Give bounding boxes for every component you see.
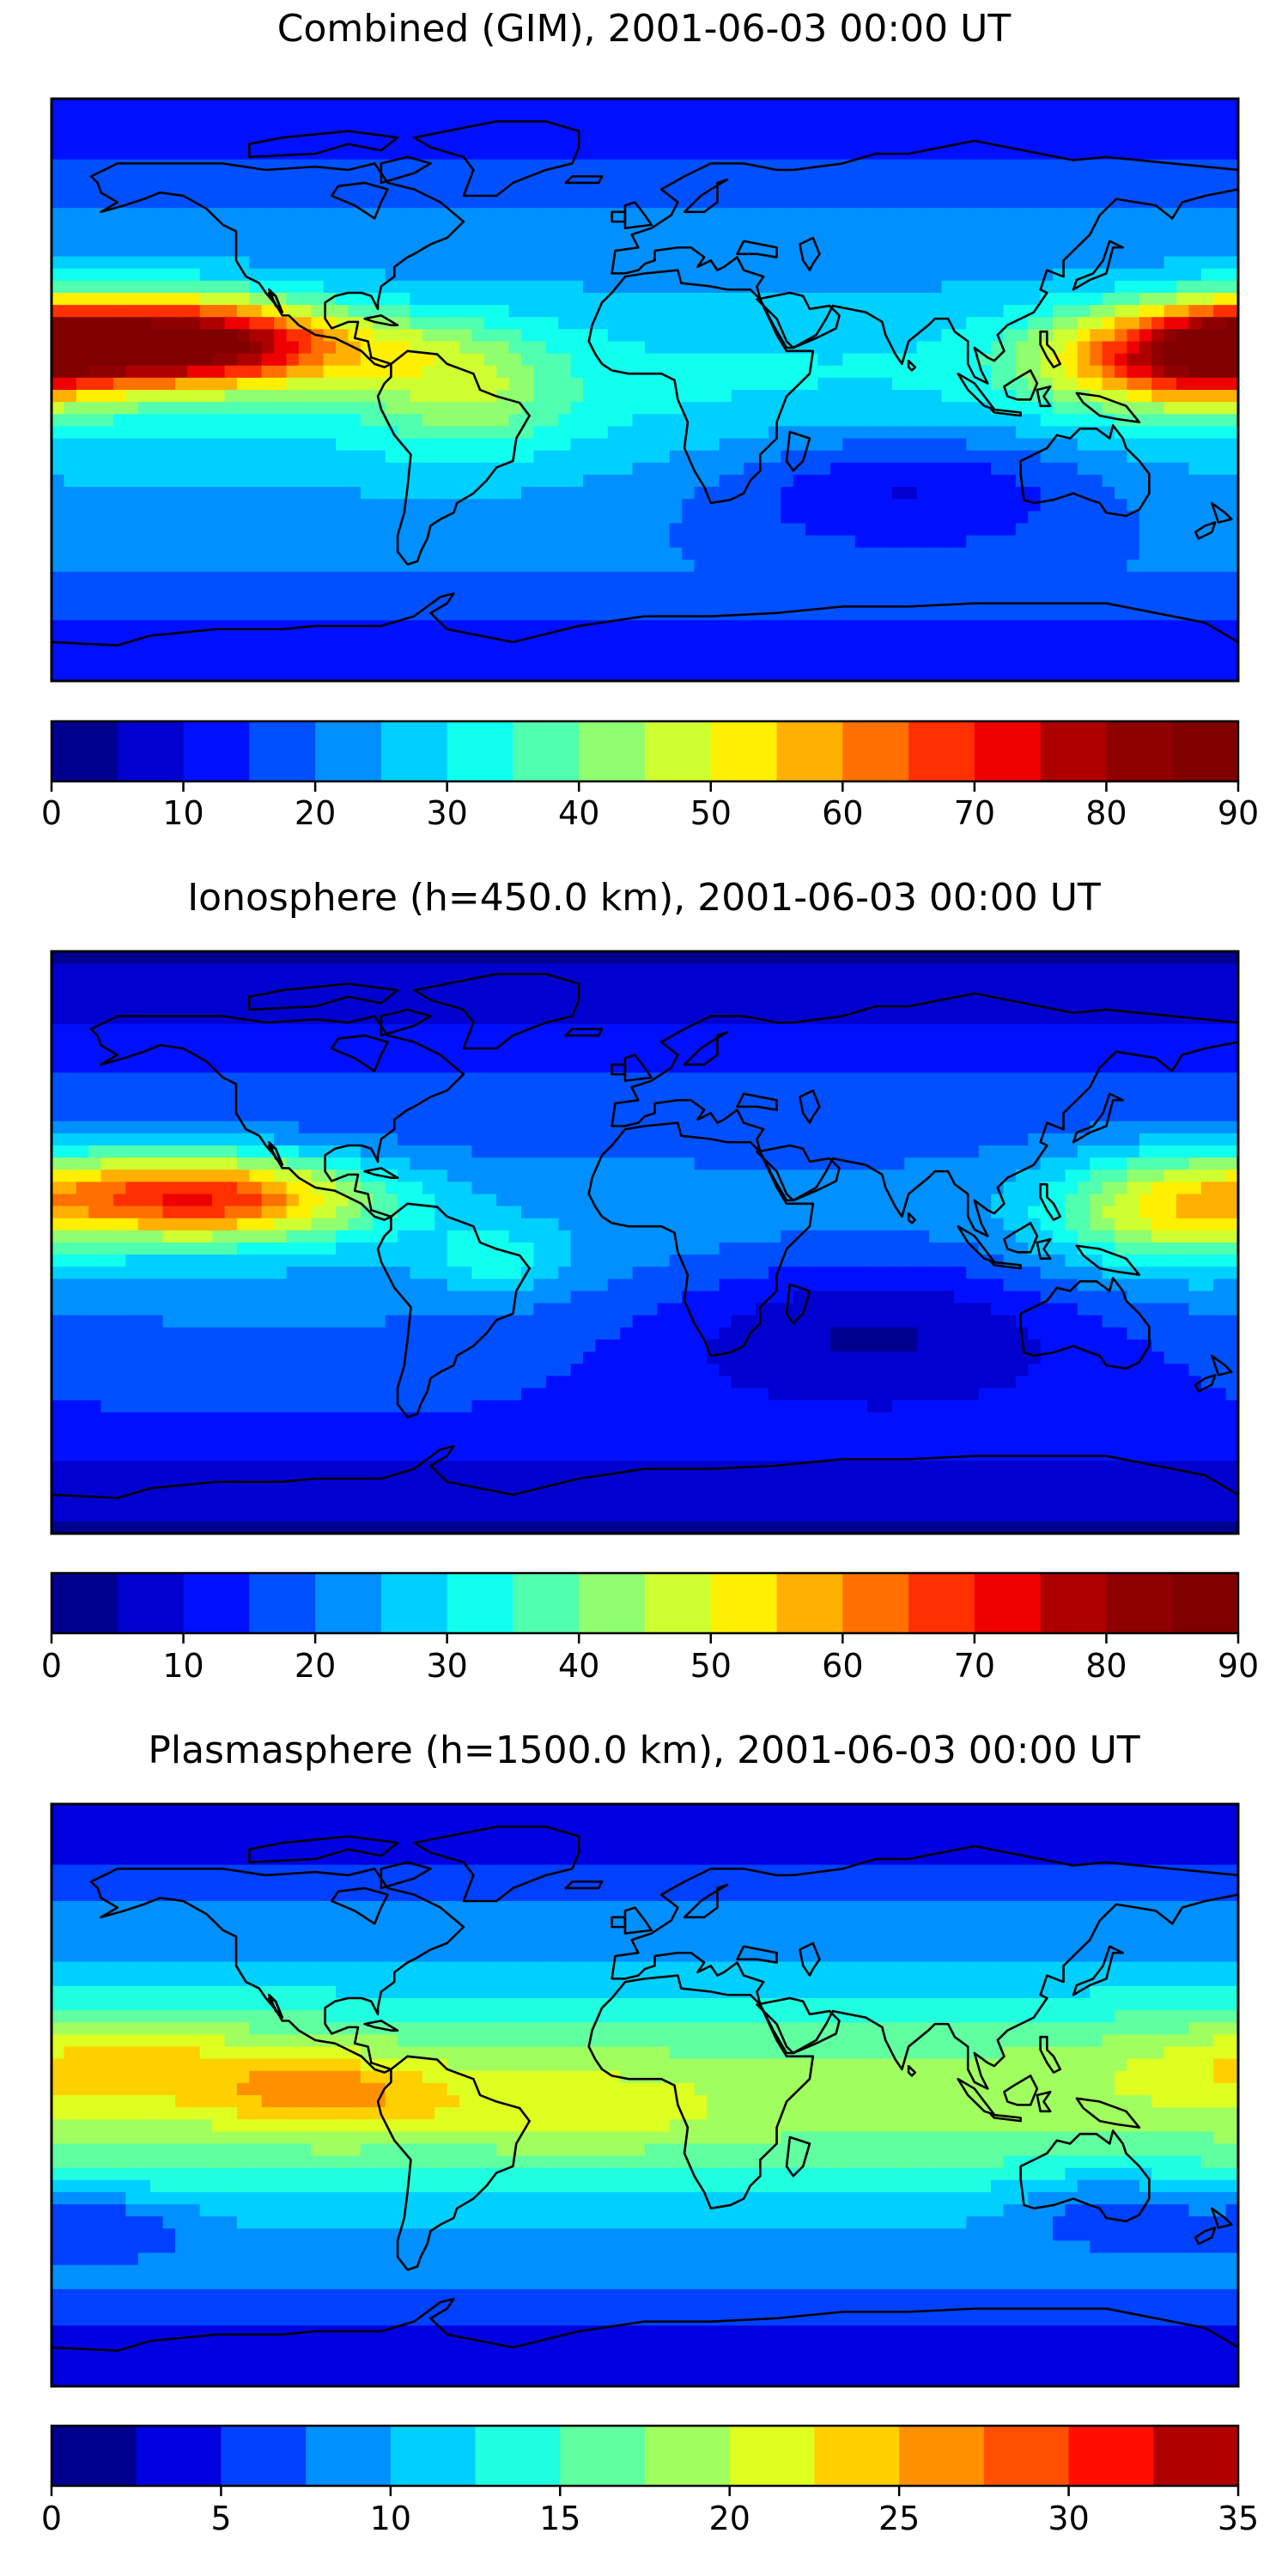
colorbar-segment <box>117 721 185 781</box>
colorbar-segment <box>899 2426 985 2486</box>
colorbar-tick-label: 20 <box>709 2500 750 2537</box>
colorbar-segment <box>221 2426 307 2486</box>
colorbar-segment <box>447 1573 514 1633</box>
colorbar-tick-label: 80 <box>1085 794 1127 832</box>
colorbar-segment <box>390 2426 477 2486</box>
colorbar-segment <box>447 721 514 781</box>
colorbar-segment <box>842 721 909 781</box>
colorbar-segment <box>710 1573 778 1633</box>
colorbar-segment <box>315 1573 382 1633</box>
colorbar-tick-label: 0 <box>41 794 62 832</box>
colorbar-segment <box>315 721 382 781</box>
colorbar-segment <box>776 1573 843 1633</box>
colorbar-segment <box>983 2426 1070 2486</box>
colorbar-segment <box>52 2426 137 2486</box>
colorbar-segment <box>1040 721 1108 781</box>
colorbar-tick-label: 90 <box>1218 794 1259 832</box>
colorbar-segment <box>645 1573 712 1633</box>
colorbar-segment <box>1153 2426 1239 2486</box>
map-frame <box>50 950 1240 1535</box>
colorbar-segment <box>52 721 118 781</box>
colorbar-segment <box>645 721 712 781</box>
colorbar-segment <box>136 2426 222 2486</box>
colorbar-segment <box>776 721 843 781</box>
colorbar-segment <box>306 2426 392 2486</box>
colorbar-tick-label: 30 <box>426 794 467 832</box>
colorbar-segment <box>183 1573 250 1633</box>
colorbar-segment <box>560 2426 646 2486</box>
colorbar-segment <box>1106 1573 1173 1633</box>
colorbar-tick-label: 0 <box>41 2500 62 2537</box>
colorbar-segment <box>908 721 975 781</box>
panel-1: Combined (GIM), 2001-06-03 00:00 UT 0 10 20… <box>41 7 1259 832</box>
colorbar: 0 10 20 30 40 50 60 70 80 90 <box>41 720 1259 832</box>
colorbar-tick-label: 60 <box>822 794 863 832</box>
colorbar-segment <box>380 1573 448 1633</box>
colorbar-segment <box>249 1573 316 1633</box>
colorbar-segment <box>842 1573 909 1633</box>
colorbar-tick-label: 80 <box>1085 1647 1127 1685</box>
colorbar-frame <box>50 1571 1240 1635</box>
colorbar-tick-label: 40 <box>558 794 599 832</box>
colorbar: 0 5 10 15 20 25 30 35 <box>41 2424 1259 2537</box>
colorbar-tick-label: 40 <box>558 1647 599 1685</box>
colorbar-tick-label: 25 <box>878 2500 920 2537</box>
colorbar-frame <box>50 720 1240 783</box>
colorbar-tick-label: 30 <box>1048 2500 1089 2537</box>
colorbar-tick-label: 60 <box>822 1647 863 1685</box>
map-field <box>52 951 1238 1534</box>
map-frame <box>50 1802 1240 2388</box>
colorbar: 0 10 20 30 40 50 60 70 80 90 <box>41 1571 1259 1685</box>
colorbar-segment <box>908 1573 975 1633</box>
panel-title: Ionosphere (h=450.0 km), 2001-06-03 00:0… <box>187 876 1101 920</box>
colorbar-segment <box>1040 1573 1108 1633</box>
colorbar-segment <box>729 2426 816 2486</box>
colorbar-tick-label: 10 <box>162 1647 204 1685</box>
colorbar-tick-label: 20 <box>295 794 336 832</box>
panel-2: Ionosphere (h=450.0 km), 2001-06-03 00:0… <box>41 876 1259 1685</box>
colorbar-tick-label: 15 <box>539 2500 580 2537</box>
colorbar-segment <box>710 721 778 781</box>
panel-title: Plasmasphere (h=1500.0 km), 2001-06-03 0… <box>148 1728 1139 1772</box>
colorbar-tick-label: 90 <box>1218 1647 1259 1685</box>
colorbar-tick-label: 70 <box>954 794 995 832</box>
colorbar-segment <box>249 721 316 781</box>
colorbar-segment <box>513 1573 580 1633</box>
colorbar-segment <box>52 1573 118 1633</box>
colorbar-tick-label: 30 <box>426 1647 467 1685</box>
colorbar-tick-label: 0 <box>41 1647 62 1685</box>
colorbar-segment <box>579 721 646 781</box>
colorbar-segment <box>1106 721 1173 781</box>
colorbar-segment <box>1068 2426 1154 2486</box>
colorbar-segment <box>1172 1573 1239 1633</box>
colorbar-tick-label: 50 <box>690 1647 732 1685</box>
colorbar-segment <box>380 721 448 781</box>
colorbar-tick-label: 10 <box>370 2500 411 2537</box>
colorbar-tick-label: 35 <box>1218 2500 1259 2537</box>
colorbar-segment <box>974 1573 1042 1633</box>
map-field <box>52 1804 1238 2386</box>
colorbar-segment <box>1172 721 1239 781</box>
colorbar-segment <box>579 1573 646 1633</box>
colorbar-segment <box>183 721 250 781</box>
colorbar-segment <box>475 2426 561 2486</box>
colorbar-tick-label: 70 <box>954 1647 995 1685</box>
colorbar-frame <box>50 2424 1240 2488</box>
map-field <box>52 99 1238 681</box>
panel-title: Combined (GIM), 2001-06-03 00:00 UT <box>277 7 1012 51</box>
colorbar-segment <box>645 2426 731 2486</box>
map-frame <box>50 97 1240 683</box>
colorbar-tick-label: 20 <box>295 1647 336 1685</box>
colorbar-segment <box>814 2426 900 2486</box>
colorbar-segment <box>117 1573 185 1633</box>
colorbar-segment <box>974 721 1042 781</box>
colorbar-tick-label: 10 <box>162 794 204 832</box>
colorbar-segment <box>513 721 580 781</box>
colorbar-tick-label: 50 <box>690 794 732 832</box>
colorbar-tick-label: 5 <box>210 2500 231 2537</box>
panel-3: Plasmasphere (h=1500.0 km), 2001-06-03 0… <box>41 1728 1259 2537</box>
